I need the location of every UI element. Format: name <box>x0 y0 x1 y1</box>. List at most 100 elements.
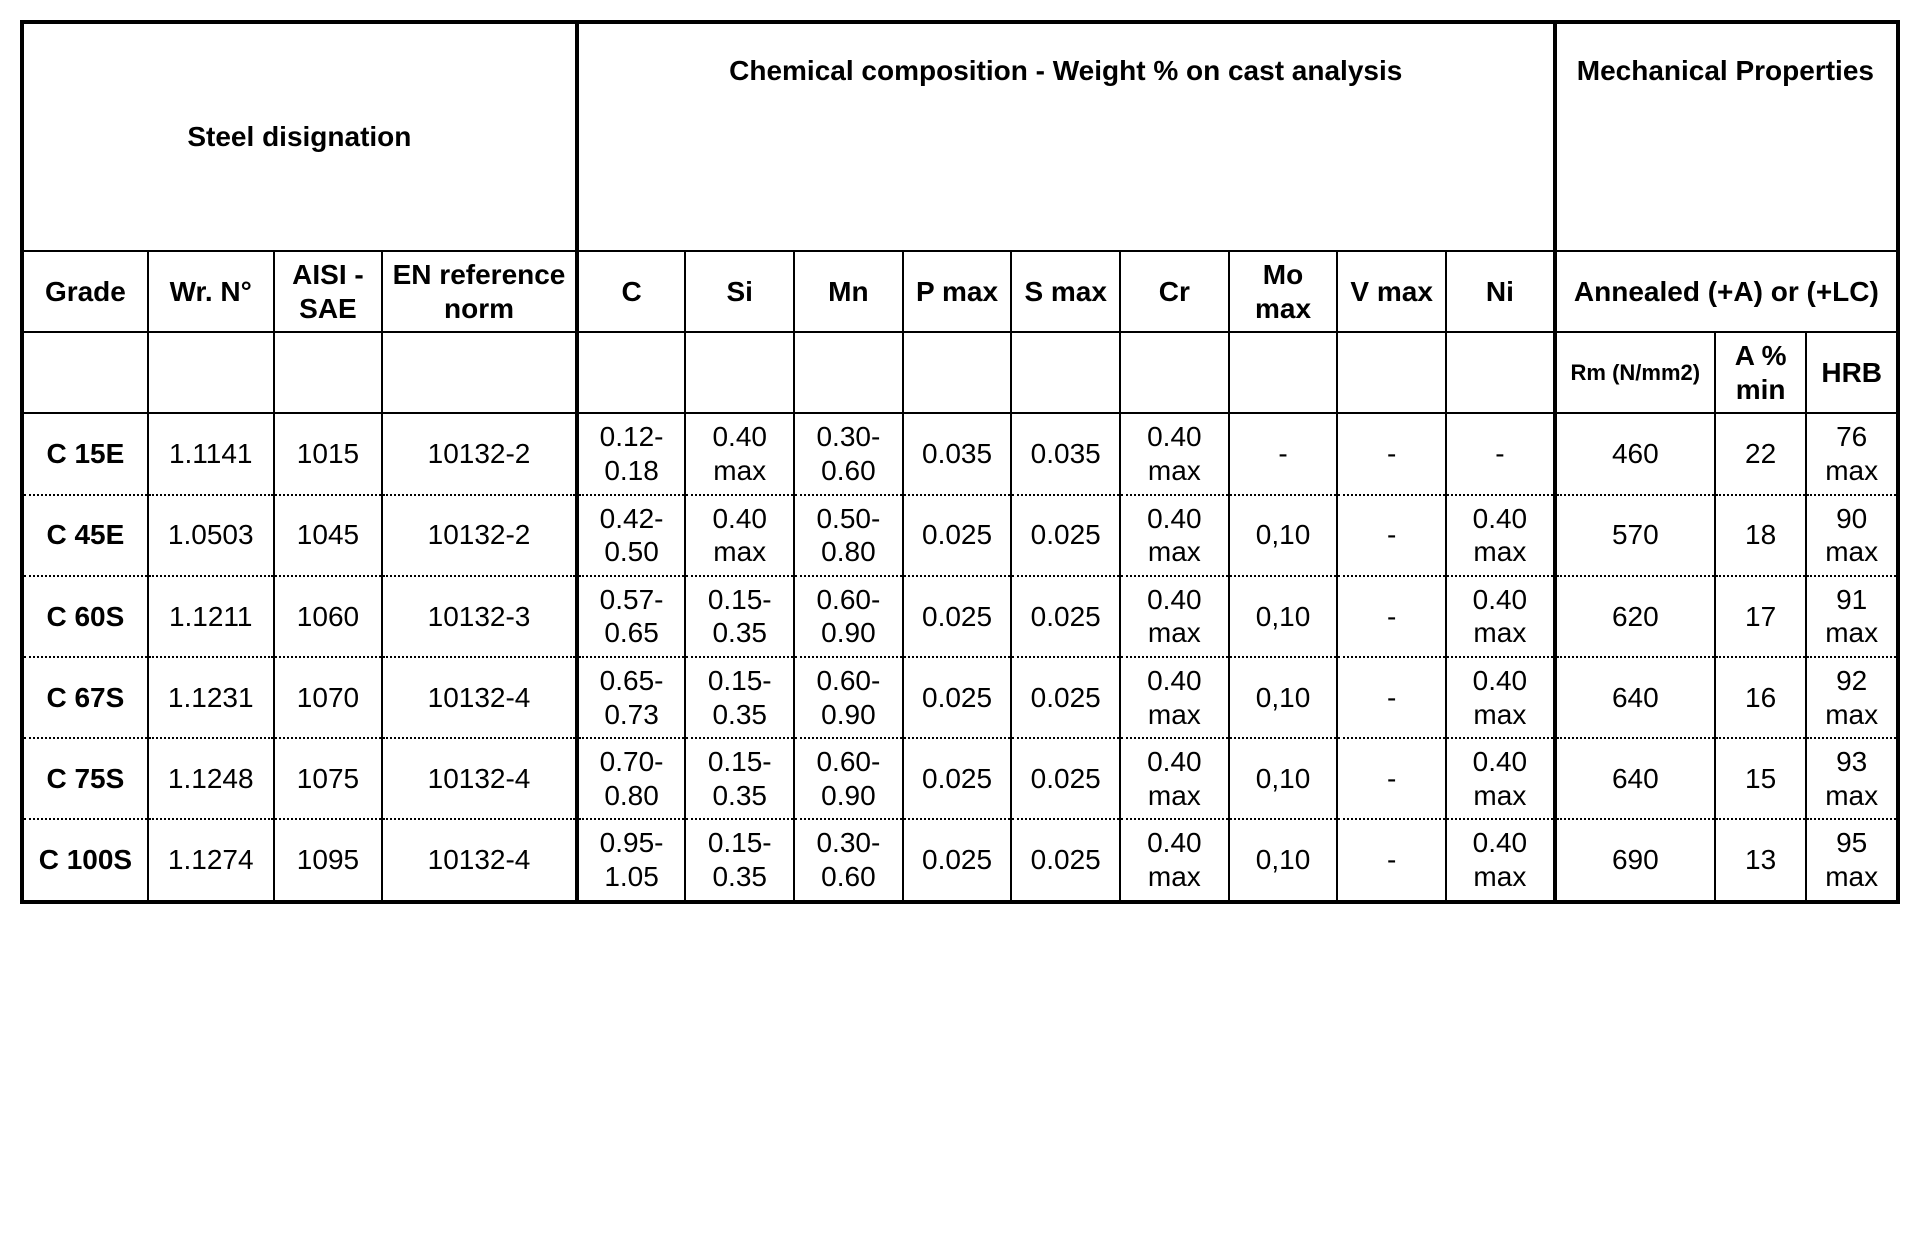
cell-cr: 0.40 max <box>1120 413 1229 494</box>
blank-mo <box>1229 332 1338 413</box>
table-row: C 15E1.1141101510132-20.12-0.180.40 max0… <box>22 413 1898 494</box>
col-p: P max <box>903 251 1012 332</box>
cell-si: 0.15-0.35 <box>685 738 794 819</box>
cell-c: 0.70-0.80 <box>577 738 686 819</box>
cell-c: 0.65-0.73 <box>577 657 686 738</box>
cell-s: 0.025 <box>1011 576 1120 657</box>
table-row: C 67S1.1231107010132-40.65-0.730.15-0.35… <box>22 657 1898 738</box>
blank-grade <box>22 332 148 413</box>
cell-rm: 570 <box>1555 495 1715 576</box>
cell-p: 0.025 <box>903 576 1012 657</box>
cell-grade: C 100S <box>22 819 148 901</box>
cell-si: 0.15-0.35 <box>685 576 794 657</box>
cell-p: 0.025 <box>903 738 1012 819</box>
cell-s: 0.025 <box>1011 738 1120 819</box>
cell-grade: C 75S <box>22 738 148 819</box>
cell-s: 0.025 <box>1011 819 1120 901</box>
blank-si <box>685 332 794 413</box>
cell-hrb: 91 max <box>1806 576 1898 657</box>
blank-mn <box>794 332 903 413</box>
cell-mo: 0,10 <box>1229 576 1338 657</box>
blank-en <box>382 332 576 413</box>
cell-cr: 0.40 max <box>1120 576 1229 657</box>
cell-cr: 0.40 max <box>1120 738 1229 819</box>
cell-s: 0.025 <box>1011 495 1120 576</box>
cell-c: 0.95-1.05 <box>577 819 686 901</box>
cell-a: 17 <box>1715 576 1807 657</box>
cell-aisi: 1070 <box>274 657 383 738</box>
cell-mn: 0.60-0.90 <box>794 657 903 738</box>
table-row: C 45E1.0503104510132-20.42-0.500.40 max0… <box>22 495 1898 576</box>
cell-v: - <box>1337 576 1446 657</box>
cell-p: 0.025 <box>903 657 1012 738</box>
cell-rm: 640 <box>1555 738 1715 819</box>
cell-rm: 460 <box>1555 413 1715 494</box>
cell-si: 0.15-0.35 <box>685 819 794 901</box>
cell-grade: C 67S <box>22 657 148 738</box>
steel-properties-table: Steel disignation Chemical composition -… <box>20 20 1900 904</box>
cell-en: 10132-4 <box>382 738 576 819</box>
cell-cr: 0.40 max <box>1120 819 1229 901</box>
group-header-chemical: Chemical composition - Weight % on cast … <box>577 22 1555 251</box>
cell-mo: 0,10 <box>1229 819 1338 901</box>
col-hrb: HRB <box>1806 332 1898 413</box>
cell-v: - <box>1337 413 1446 494</box>
cell-ni: 0.40 max <box>1446 657 1555 738</box>
cell-aisi: 1075 <box>274 738 383 819</box>
table-subheader-row-2: Rm (N/mm2) A % min HRB <box>22 332 1898 413</box>
cell-ni: 0.40 max <box>1446 495 1555 576</box>
cell-ni: - <box>1446 413 1555 494</box>
blank-p <box>903 332 1012 413</box>
cell-a: 18 <box>1715 495 1807 576</box>
col-rm: Rm (N/mm2) <box>1555 332 1715 413</box>
cell-rm: 620 <box>1555 576 1715 657</box>
cell-grade: C 45E <box>22 495 148 576</box>
cell-en: 10132-2 <box>382 495 576 576</box>
cell-a: 16 <box>1715 657 1807 738</box>
cell-wr: 1.0503 <box>148 495 274 576</box>
cell-rm: 640 <box>1555 657 1715 738</box>
cell-cr: 0.40 max <box>1120 657 1229 738</box>
cell-aisi: 1015 <box>274 413 383 494</box>
blank-s <box>1011 332 1120 413</box>
cell-mo: - <box>1229 413 1338 494</box>
blank-wr <box>148 332 274 413</box>
cell-en: 10132-4 <box>382 819 576 901</box>
col-en: EN reference norm <box>382 251 576 332</box>
cell-si: 0.40 max <box>685 413 794 494</box>
cell-mo: 0,10 <box>1229 657 1338 738</box>
cell-si: 0.40 max <box>685 495 794 576</box>
blank-v <box>1337 332 1446 413</box>
cell-wr: 1.1141 <box>148 413 274 494</box>
blank-c <box>577 332 686 413</box>
cell-aisi: 1060 <box>274 576 383 657</box>
cell-p: 0.025 <box>903 819 1012 901</box>
col-a: A % min <box>1715 332 1807 413</box>
cell-c: 0.57-0.65 <box>577 576 686 657</box>
col-cr: Cr <box>1120 251 1229 332</box>
table-row: C 75S1.1248107510132-40.70-0.800.15-0.35… <box>22 738 1898 819</box>
cell-c: 0.42-0.50 <box>577 495 686 576</box>
table-group-header-row: Steel disignation Chemical composition -… <box>22 22 1898 251</box>
col-aisi: AISI - SAE <box>274 251 383 332</box>
col-ni: Ni <box>1446 251 1555 332</box>
cell-mo: 0,10 <box>1229 738 1338 819</box>
col-si: Si <box>685 251 794 332</box>
cell-aisi: 1095 <box>274 819 383 901</box>
group-header-mechanical: Mechanical Properties <box>1555 22 1898 251</box>
cell-s: 0.035 <box>1011 413 1120 494</box>
cell-si: 0.15-0.35 <box>685 657 794 738</box>
cell-en: 10132-3 <box>382 576 576 657</box>
cell-a: 13 <box>1715 819 1807 901</box>
cell-wr: 1.1248 <box>148 738 274 819</box>
col-s: S max <box>1011 251 1120 332</box>
cell-mn: 0.60-0.90 <box>794 738 903 819</box>
blank-aisi <box>274 332 383 413</box>
blank-cr <box>1120 332 1229 413</box>
cell-ni: 0.40 max <box>1446 819 1555 901</box>
cell-hrb: 90 max <box>1806 495 1898 576</box>
cell-v: - <box>1337 819 1446 901</box>
cell-v: - <box>1337 738 1446 819</box>
table-row: C 100S1.1274109510132-40.95-1.050.15-0.3… <box>22 819 1898 901</box>
cell-a: 22 <box>1715 413 1807 494</box>
